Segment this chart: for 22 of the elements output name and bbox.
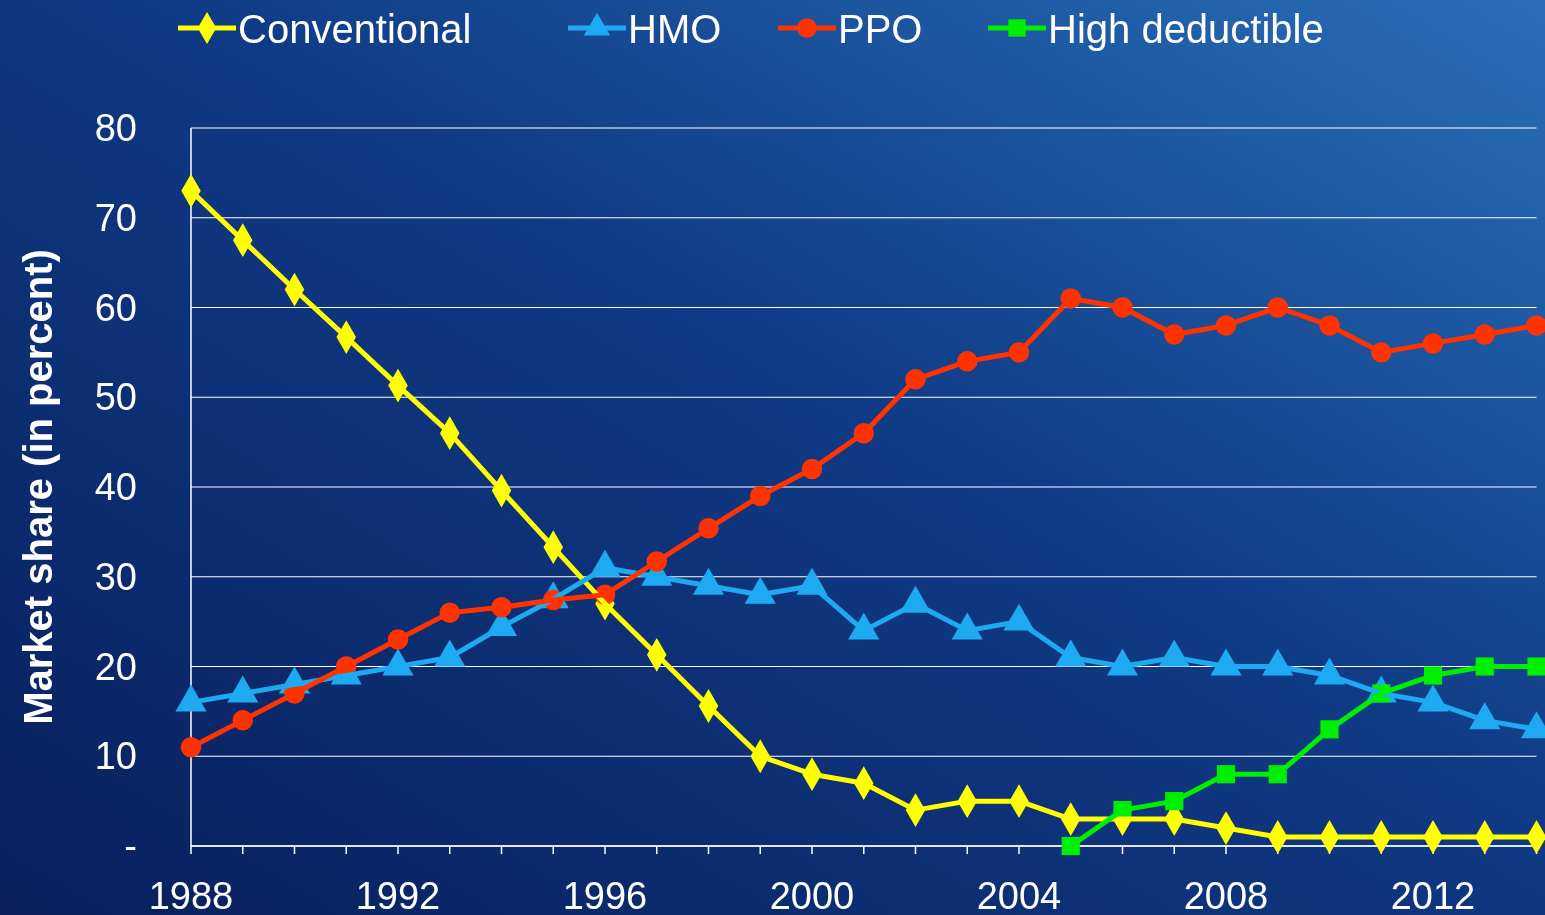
y-tick-label: 10 xyxy=(94,735,137,778)
x-tick-label: 2000 xyxy=(769,875,855,915)
y-tick-label: 30 xyxy=(94,555,137,598)
x-tick-label: 1992 xyxy=(355,875,441,915)
x-tick-label: 2008 xyxy=(1183,875,1269,915)
y-axis-title: Market share (in percent) xyxy=(16,249,60,725)
legend-label: PPO xyxy=(838,7,923,51)
x-tick-label: 2012 xyxy=(1390,875,1476,915)
legend-label: Conventional xyxy=(238,7,472,51)
y-tick-label: 40 xyxy=(94,466,137,508)
y-tick-label: 60 xyxy=(94,286,137,329)
y-tick-label: - xyxy=(124,825,137,867)
x-tick-label: 2004 xyxy=(976,875,1062,915)
y-tick-label: 70 xyxy=(94,196,137,239)
point xyxy=(1527,657,1545,676)
x-tick-label: 1988 xyxy=(148,875,234,915)
y-tick-label: 80 xyxy=(94,107,137,149)
legend-label: High deductible xyxy=(1048,7,1324,51)
y-tick-label: 50 xyxy=(94,376,137,419)
x-tick-label: 1996 xyxy=(562,875,648,915)
legend-label: HMO xyxy=(628,7,722,51)
y-tick-label: 20 xyxy=(94,645,137,688)
